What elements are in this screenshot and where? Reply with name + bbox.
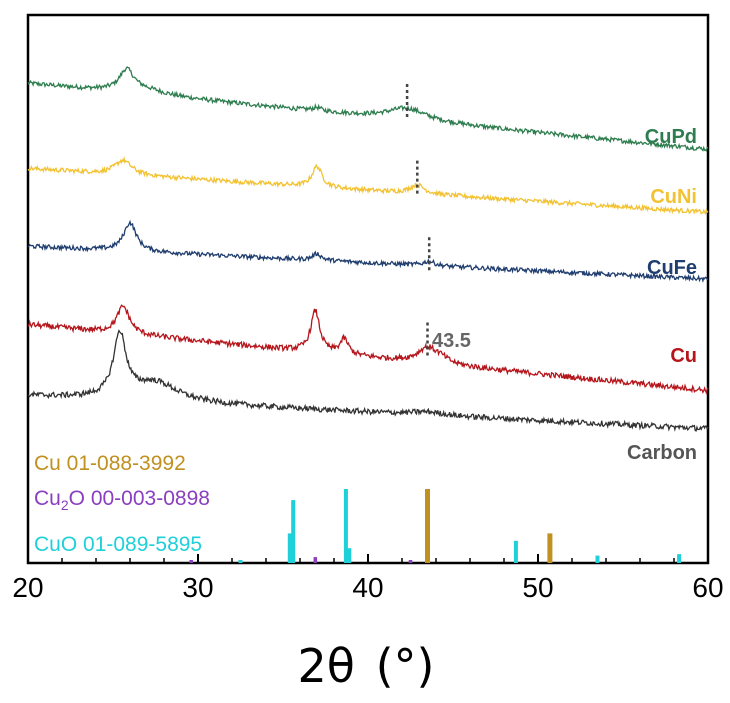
ref-stick-cu2o-29.6 bbox=[189, 560, 193, 563]
series-label-cu: Cu bbox=[670, 345, 697, 367]
ref-label-cuo: CuO 01-089-5895 bbox=[34, 533, 202, 556]
x-tick-label-40: 40 bbox=[352, 572, 383, 603]
x-tick-label-60: 60 bbox=[692, 572, 723, 603]
peak-markers-group bbox=[405, 84, 431, 359]
ref-label-cu2o-subscript: 2 bbox=[61, 497, 69, 513]
series-label-cuni: CuNi bbox=[650, 186, 697, 208]
series-label-carbon: Carbon bbox=[627, 442, 697, 464]
curves-group bbox=[27, 66, 709, 432]
curve-cu bbox=[27, 304, 709, 395]
ref-stick-cuo-53.5 bbox=[595, 555, 600, 563]
ref-stick-cuo-35.6 bbox=[291, 500, 296, 563]
x-tick-label-50: 50 bbox=[522, 572, 553, 603]
ref-stick-cuo-35.4 bbox=[287, 533, 292, 563]
ref-stick-cuo-38.7 bbox=[343, 489, 348, 563]
ref-stick-cuo-32.5 bbox=[238, 560, 243, 563]
ref-stick-cuo-38.9 bbox=[347, 548, 352, 563]
series-label-cupd: CuPd bbox=[645, 126, 697, 148]
x-ticks-group bbox=[27, 554, 709, 563]
ref-stick-cu2o-42.5 bbox=[408, 560, 413, 563]
ref-stick-cu-43.5 bbox=[425, 489, 430, 563]
plot-frame bbox=[26, 13, 710, 565]
x-tick-label-20: 20 bbox=[12, 572, 43, 603]
ref-stick-cuo-58.3 bbox=[677, 554, 682, 563]
curve-cupd bbox=[27, 66, 709, 152]
curve-cuni bbox=[27, 155, 709, 216]
x-tick-label-30: 30 bbox=[182, 572, 213, 603]
curve-cufe bbox=[27, 219, 709, 283]
ref-label-cu2o: Cu2O 00-003-0898 bbox=[34, 487, 210, 513]
x-axis-title: 2θ (°) bbox=[298, 639, 435, 693]
x-axis-title-unit: (°) bbox=[376, 639, 435, 693]
ref-label-cu2o-part2: O 00-003-0898 bbox=[69, 487, 210, 510]
ref-stick-cu-50.7 bbox=[547, 533, 553, 563]
peak-annotation-43-5: 43.5 bbox=[432, 330, 471, 352]
curve-carbon bbox=[27, 329, 709, 432]
ref-label-cu2o-part1: Cu bbox=[34, 487, 61, 510]
ref-stick-cuo-48.7 bbox=[513, 540, 518, 563]
series-label-cufe: CuFe bbox=[647, 257, 697, 279]
ref-label-cu: Cu 01-088-3992 bbox=[34, 452, 186, 475]
x-axis-title-theta: 2θ bbox=[298, 639, 355, 693]
reference-lines-group bbox=[189, 489, 682, 563]
ref-stick-cu2o-36.9 bbox=[313, 557, 318, 563]
